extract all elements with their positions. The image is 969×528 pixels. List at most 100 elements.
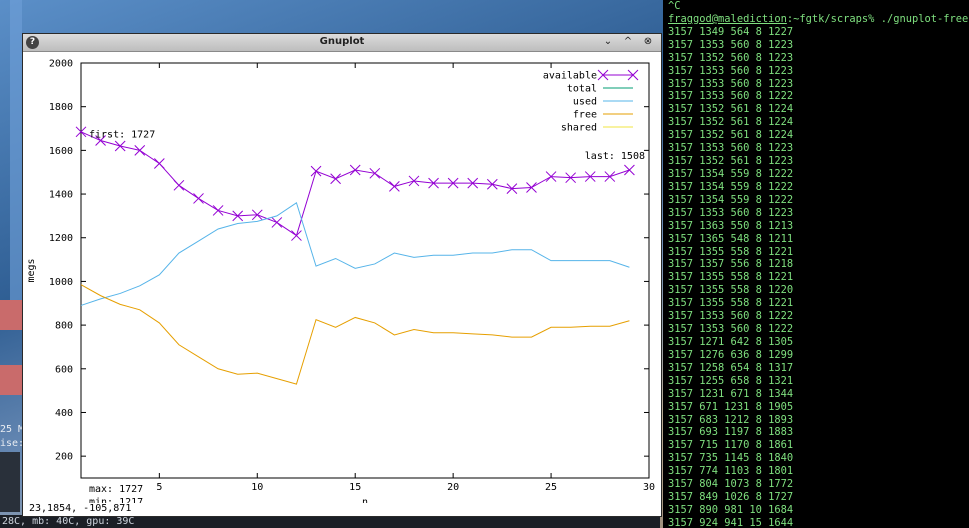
terminal-line: 3157 1357 556 8 1218 — [668, 258, 794, 271]
terminal-line: 3157 890 981 10 1684 — [668, 503, 794, 516]
window-titlebar[interactable]: ? Gnuplot ⌄ ^ ⊗ — [23, 34, 661, 52]
taskbar-sensor-text: 28C, mb: 40C, gpu: 39C — [2, 516, 135, 527]
terminal-line: 3157 1353 560 8 1223 — [668, 77, 794, 90]
terminal-line: 3157 804 1073 8 1772 — [668, 478, 794, 491]
taskbar — [0, 515, 660, 528]
annotation-last: last: 1508 — [585, 151, 645, 162]
terminal-line: 3157 735 1145 8 1840 — [668, 452, 794, 465]
data-point-available — [75, 126, 87, 138]
terminal-line: 3157 1353 560 8 1223 — [668, 64, 794, 77]
plot-border — [80, 62, 650, 479]
series-line-free — [80, 284, 630, 385]
terminal-line: 3157 1258 654 8 1317 — [668, 361, 794, 374]
terminal-line: 3157 1231 671 8 1344 — [668, 387, 794, 400]
gnuplot-chart[interactable]: 200 400 600 800 1000 1200 1400 1600 1800 2000 5 10 1… — [23, 51, 661, 504]
y-axis-label: megs — [26, 258, 37, 282]
data-point-available — [153, 158, 165, 169]
data-point-available — [212, 205, 224, 216]
y-tick-label: 200 — [55, 452, 73, 463]
terminal-line: 3157 1352 560 8 1223 — [668, 51, 794, 64]
data-point-available — [349, 164, 361, 176]
terminal-line: 3157 1363 550 8 1213 — [668, 219, 794, 232]
help-icon[interactable]: ? — [26, 36, 39, 49]
desktop-widget-panel — [0, 452, 20, 512]
data-point-available — [310, 165, 322, 177]
x-tick-label: 20 — [447, 482, 459, 493]
terminal-line: 3157 1354 559 8 1222 — [668, 193, 794, 206]
maximize-button[interactable]: ^ — [623, 36, 633, 47]
data-point-available — [526, 182, 537, 193]
terminal-line: 3157 693 1197 8 1883 — [668, 426, 794, 439]
y-tick-label: 800 — [55, 321, 73, 332]
data-point-available — [545, 171, 557, 182]
y-tick-label: 1400 — [49, 190, 73, 201]
terminal-line: 3157 1353 560 8 1223 — [668, 142, 794, 155]
terminal-line: 3157 1352 561 8 1223 — [668, 155, 794, 168]
y-tick-label: 600 — [55, 364, 73, 375]
terminal-line: 3157 1255 658 8 1321 — [668, 374, 794, 387]
close-button[interactable]: ⊗ — [643, 36, 653, 47]
window-title: Gnuplot — [319, 36, 365, 47]
gnuplot-window[interactable]: ? Gnuplot ⌄ ^ ⊗ 200 400 600 800 1000 1200 1400… — [22, 33, 662, 517]
data-point-available — [624, 164, 635, 176]
data-point-available — [95, 135, 106, 146]
data-point-available — [447, 177, 459, 189]
y-tick-label: 400 — [55, 408, 73, 419]
wallpaper-detail — [10, 0, 22, 300]
terminal-line: 3157 671 1231 8 1905 — [668, 400, 794, 413]
window-menu-button[interactable]: ⌄ — [603, 36, 613, 47]
legend-label-total: total — [567, 84, 597, 95]
terminal-line: 3157 715 1170 8 1861 — [668, 439, 794, 452]
terminal-line: 3157 1365 548 8 1211 — [668, 232, 794, 245]
data-point-available — [408, 175, 420, 187]
terminal-line: 3157 1271 642 8 1305 — [668, 335, 794, 348]
terminal-line: 3157 849 1026 8 1727 — [668, 491, 794, 504]
terminal-line: 3157 1355 558 8 1221 — [668, 297, 794, 310]
y-tick-label: 1600 — [49, 146, 73, 157]
terminal-window[interactable]: ^C fraggod@malediction:~fgtk/scraps% ./g… — [663, 0, 969, 528]
terminal-line: 3157 1352 561 8 1224 — [668, 103, 794, 116]
x-tick-label: 5 — [156, 482, 162, 493]
data-point-available — [134, 145, 146, 156]
terminal-line: 3157 1353 560 8 1222 — [668, 310, 794, 323]
terminal-interrupt-line: ^C — [668, 0, 681, 12]
data-point-available — [506, 183, 518, 194]
terminal-line: 3157 1355 558 8 1221 — [668, 271, 794, 284]
terminal-prompt-command: :~fgtk/scraps% ./gnuplot-free — [786, 12, 969, 25]
terminal-line: 3157 1276 636 8 1299 — [668, 348, 794, 361]
terminal-line: 3157 1353 560 8 1222 — [668, 323, 794, 336]
terminal-line: 3157 1353 560 8 1223 — [668, 38, 794, 51]
terminal-line: 3157 924 941 15 1644 — [668, 516, 794, 528]
data-point-available — [291, 230, 302, 241]
data-point-available — [486, 178, 498, 190]
x-tick-label: 15 — [349, 482, 361, 493]
series-line-available — [80, 131, 630, 237]
terminal-line: 3157 1349 564 8 1227 — [668, 25, 794, 38]
legend-marker-available — [597, 69, 609, 81]
wallpaper-detail — [0, 365, 22, 395]
terminal-prompt: fraggod@malediction:~fgtk/scraps% ./gnup… — [663, 13, 969, 26]
terminal-line: 3157 1353 560 8 1223 — [668, 206, 794, 219]
x-tick-label: 25 — [545, 482, 557, 493]
wallpaper-detail — [0, 300, 22, 330]
annotation-first: first: 1727 — [89, 129, 155, 140]
data-point-available — [428, 177, 439, 189]
cursor-coordinates: 23,1854, -105,871 — [29, 503, 132, 514]
legend-label-available: available — [543, 71, 597, 82]
annotation-max: max: 1727 — [89, 484, 143, 495]
terminal-line: 3157 1354 559 8 1222 — [668, 180, 794, 193]
x-axis-label: n — [362, 497, 368, 503]
x-tick-label: 10 — [251, 482, 263, 493]
terminal-line: 3157 1352 561 8 1224 — [668, 129, 794, 142]
terminal-output: 3157 1349 564 8 1227 3157 1353 560 8 1223… — [663, 26, 969, 528]
data-point-available — [232, 210, 244, 222]
legend-label-used: used — [573, 97, 597, 108]
y-tick-label: 1800 — [49, 102, 73, 113]
y-tick-label: 1200 — [49, 233, 73, 244]
desktop-widget-text: 25 M — [0, 424, 25, 435]
data-point-available — [467, 177, 479, 189]
legend-marker-available — [627, 69, 639, 81]
x-tick-label: 30 — [643, 482, 655, 493]
legend-label-shared: shared — [561, 123, 597, 134]
terminal-line: 3157 1352 561 8 1224 — [668, 116, 794, 129]
